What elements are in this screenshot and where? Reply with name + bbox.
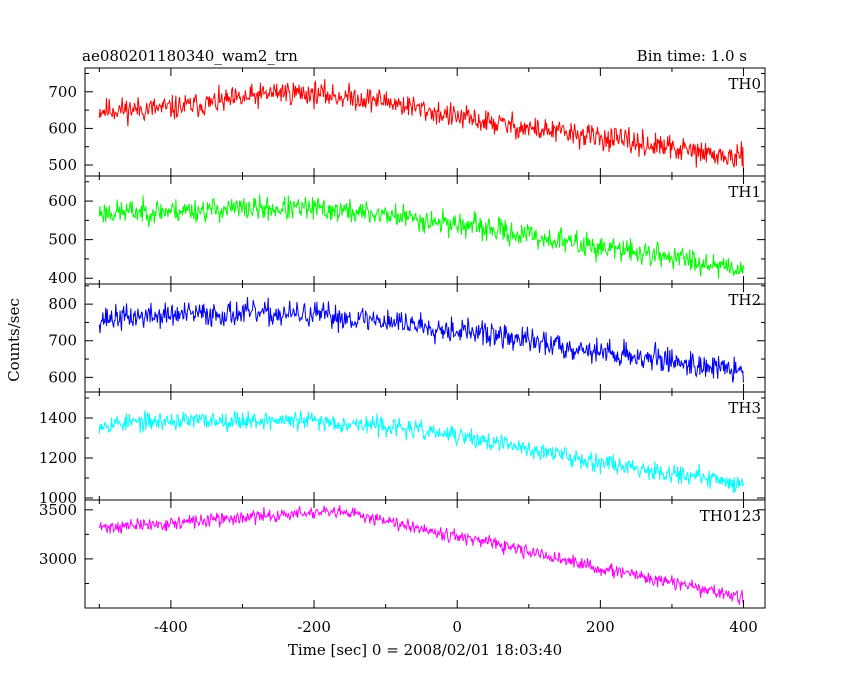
y-tick-label: 3000 xyxy=(39,550,77,568)
y-tick-label: 500 xyxy=(48,231,77,249)
y-tick-label: 600 xyxy=(48,119,77,137)
y-tick-label: 1000 xyxy=(39,489,77,507)
y-tick-label: 800 xyxy=(48,295,77,313)
panel-frame xyxy=(84,391,766,501)
y-tick-label: 700 xyxy=(48,83,77,101)
series-th0-line xyxy=(98,79,744,176)
x-tick-label: -400 xyxy=(154,618,188,636)
y-tick-label: 600 xyxy=(48,368,77,386)
panel-th3: 1000 1200 1400 TH3 xyxy=(39,391,766,507)
y-tick-label: 500 xyxy=(48,156,77,174)
y-tick-label: 400 xyxy=(48,269,77,287)
panel-th0123: 3000 3500 TH0123 xyxy=(39,499,766,609)
x-axis-label: Time [sec] 0 = 2008/02/01 18:03:40 xyxy=(288,641,562,659)
y-tick-label: 3500 xyxy=(39,501,77,519)
y-tick-label: 600 xyxy=(48,192,77,210)
bin-time-label: Bin time: 1.0 s xyxy=(637,47,747,65)
y-axis-label: Counts/sec xyxy=(5,298,23,382)
series-th3-line xyxy=(98,410,744,494)
panel-frame xyxy=(84,499,766,609)
x-tick-label: 200 xyxy=(586,618,615,636)
panels-group: 500 600 700 TH0 400 500 600 TH1 600 700 800 TH2 1000… xyxy=(39,67,766,636)
series-th2-line xyxy=(98,297,744,383)
panel-th2: 600 700 800 TH2 xyxy=(48,283,766,393)
series-th1-line xyxy=(98,194,744,279)
x-tick-label: 0 xyxy=(452,618,462,636)
chart-title: ae080201180340_wam2_trn xyxy=(82,47,298,65)
x-tick-label: -200 xyxy=(297,618,331,636)
panel-label-th1: TH1 xyxy=(728,183,761,201)
series-th0123-line xyxy=(98,505,744,605)
x-tick-label: 400 xyxy=(729,618,758,636)
panel-th0: 500 600 700 TH0 xyxy=(48,67,766,177)
panel-frame xyxy=(84,283,766,393)
panel-label-th0: TH0 xyxy=(728,75,761,93)
y-tick-label: 1400 xyxy=(39,409,77,427)
panel-label-th0123: TH0123 xyxy=(700,507,761,525)
y-tick-label: 1200 xyxy=(39,449,77,467)
panel-th1: 400 500 600 TH1 xyxy=(48,175,766,287)
panel-label-th2: TH2 xyxy=(728,291,761,309)
panel-label-th3: TH3 xyxy=(728,399,761,417)
panel-frame xyxy=(84,67,766,177)
y-tick-label: 700 xyxy=(48,332,77,350)
